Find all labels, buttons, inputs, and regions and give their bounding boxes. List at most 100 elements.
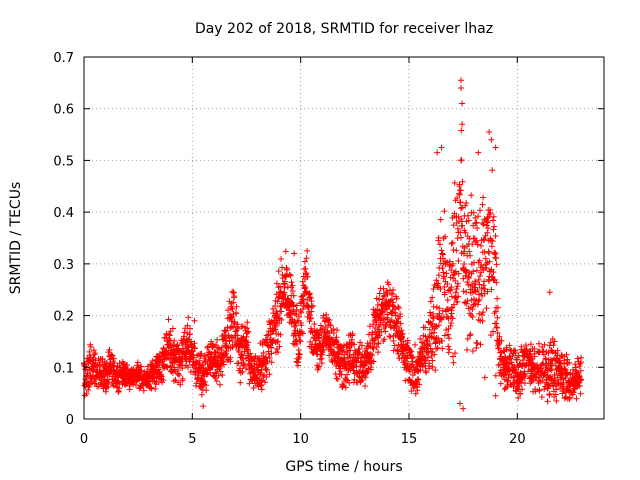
data-point xyxy=(469,306,476,313)
data-point xyxy=(381,315,388,322)
data-point xyxy=(515,394,522,401)
data-point xyxy=(427,345,434,352)
data-point xyxy=(456,183,463,190)
data-point xyxy=(100,373,107,380)
data-point xyxy=(456,190,463,197)
data-point xyxy=(465,212,472,219)
data-point xyxy=(219,372,226,379)
data-point xyxy=(497,380,504,387)
data-point xyxy=(476,310,483,317)
y-tick-label: 0.4 xyxy=(53,206,74,221)
data-point xyxy=(576,382,583,389)
data-point xyxy=(506,342,513,349)
data-point xyxy=(116,379,123,386)
data-point xyxy=(578,376,585,383)
data-point xyxy=(179,375,186,382)
data-point xyxy=(289,288,296,295)
data-point xyxy=(296,313,303,320)
data-point xyxy=(409,361,416,368)
data-point xyxy=(437,216,444,223)
data-point xyxy=(213,378,220,385)
data-point xyxy=(486,211,493,218)
data-point xyxy=(523,342,529,349)
data-point xyxy=(563,351,570,358)
data-point xyxy=(489,217,496,224)
data-point xyxy=(490,226,497,233)
data-point xyxy=(439,345,446,352)
data-point xyxy=(290,292,297,299)
data-point xyxy=(503,346,510,353)
data-point xyxy=(237,379,244,386)
data-point xyxy=(488,136,495,143)
data-point xyxy=(376,332,383,339)
data-point xyxy=(376,296,383,303)
data-point xyxy=(479,220,486,227)
data-point xyxy=(306,294,313,301)
data-point xyxy=(484,288,491,295)
data-point xyxy=(444,297,451,304)
data-point xyxy=(466,248,473,255)
data-point xyxy=(296,337,303,344)
data-point xyxy=(189,348,196,355)
data-point xyxy=(165,316,172,323)
data-point xyxy=(191,317,198,324)
data-point xyxy=(214,336,221,343)
data-point xyxy=(549,360,555,367)
data-point xyxy=(356,373,363,380)
data-point xyxy=(487,209,494,216)
data-point xyxy=(527,341,534,348)
data-point xyxy=(557,384,564,391)
data-point xyxy=(462,202,469,209)
data-point xyxy=(208,351,215,358)
data-point xyxy=(395,305,402,312)
data-point xyxy=(247,350,254,357)
data-point xyxy=(466,275,473,282)
data-point xyxy=(198,391,205,398)
data-point xyxy=(293,340,300,347)
data-point xyxy=(474,301,481,308)
data-point xyxy=(553,397,560,404)
data-point xyxy=(220,361,227,368)
data-point xyxy=(148,384,155,391)
data-point xyxy=(451,179,458,186)
data-point xyxy=(457,229,464,236)
data-point xyxy=(319,343,326,350)
data-point xyxy=(491,223,498,230)
data-point xyxy=(481,249,488,256)
data-point xyxy=(454,194,461,201)
y-tick-label: 0.5 xyxy=(53,154,74,169)
data-point xyxy=(296,354,303,361)
data-point xyxy=(106,371,113,378)
data-point xyxy=(430,310,437,317)
data-point xyxy=(327,322,334,329)
data-point xyxy=(429,363,436,370)
data-point xyxy=(304,247,311,254)
data-point xyxy=(453,286,460,293)
data-point xyxy=(277,331,284,338)
data-point xyxy=(444,259,451,266)
data-point xyxy=(515,352,522,359)
data-point xyxy=(426,341,433,348)
data-point xyxy=(474,225,481,232)
data-point xyxy=(244,346,251,353)
y-axis-label: SRMTID / TECUs xyxy=(8,182,24,295)
data-point xyxy=(430,315,437,322)
data-point xyxy=(492,232,499,239)
data-point xyxy=(96,359,103,366)
data-point xyxy=(419,364,426,371)
data-point xyxy=(408,348,415,355)
data-point xyxy=(544,385,551,392)
data-point xyxy=(222,327,229,334)
data-point xyxy=(519,386,526,393)
data-point xyxy=(380,285,387,292)
data-point xyxy=(279,275,286,282)
data-point xyxy=(493,279,500,286)
data-point xyxy=(90,368,97,375)
data-point xyxy=(414,387,421,394)
data-point xyxy=(351,341,358,348)
data-point xyxy=(423,337,430,344)
data-point xyxy=(382,328,389,335)
data-point xyxy=(149,357,156,364)
data-point xyxy=(468,192,475,199)
